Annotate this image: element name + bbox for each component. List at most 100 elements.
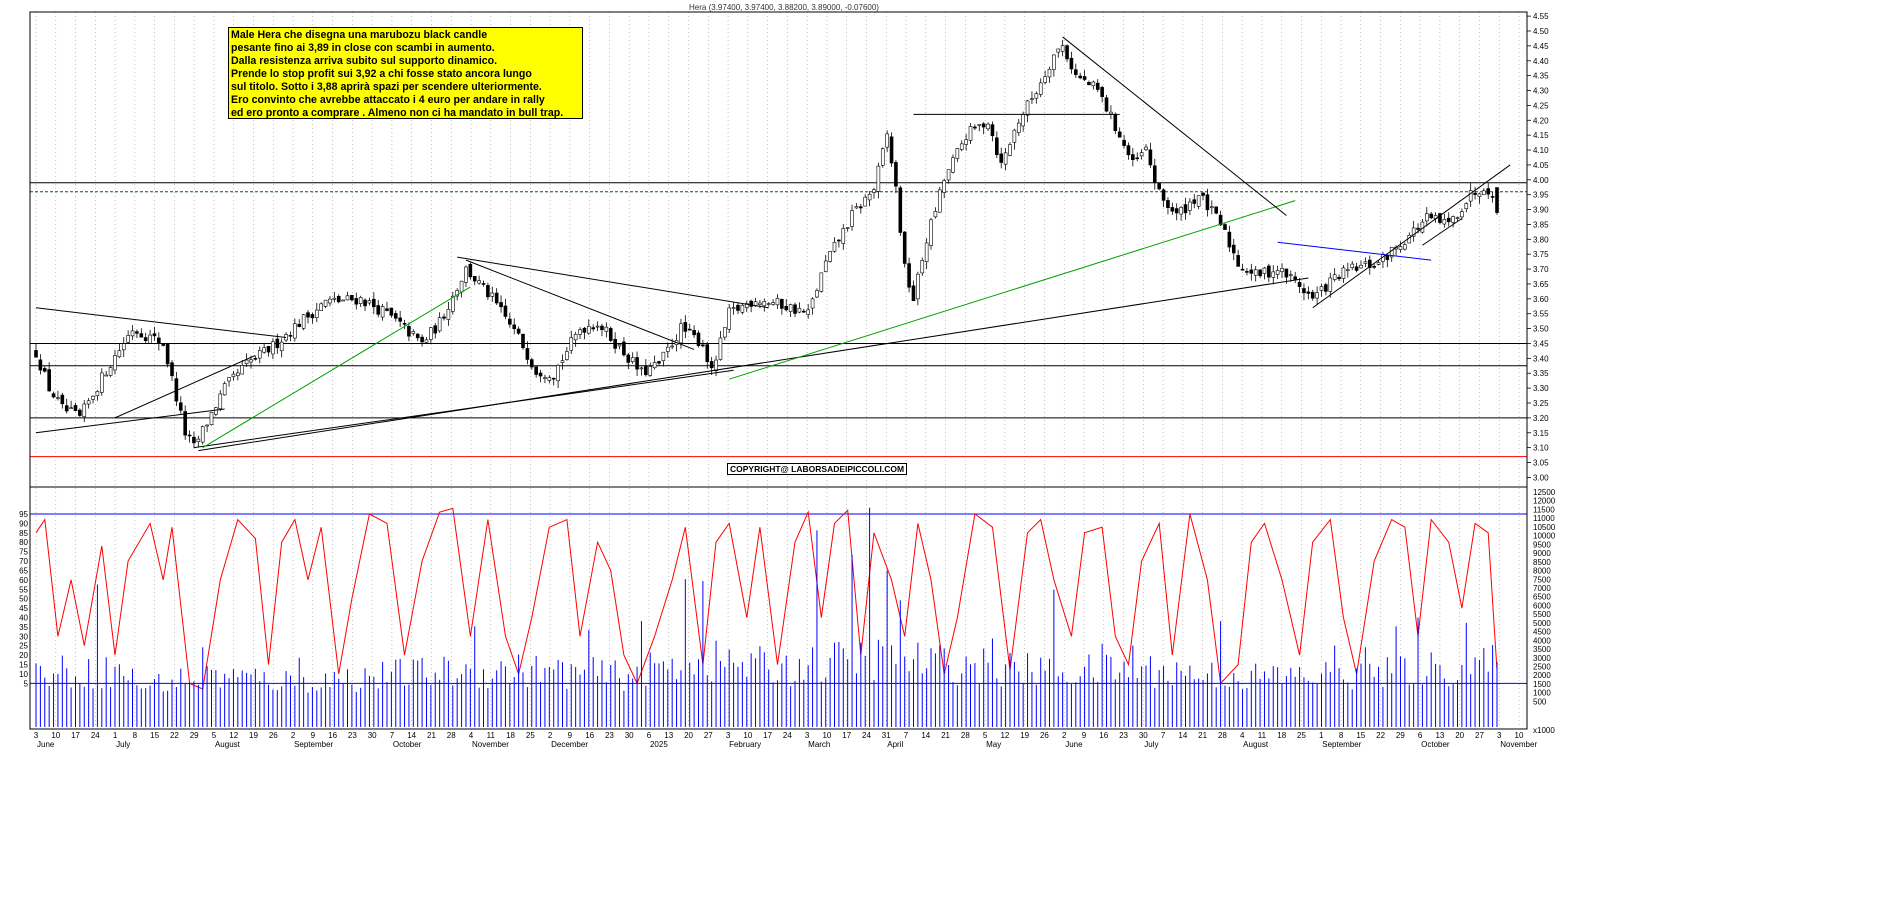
annotation-line: sul titolo. Sotto i 3,88 aprirà spazi pe… (231, 81, 542, 93)
candle-body (679, 323, 683, 344)
candle-body (161, 343, 166, 346)
day-tick-label: 26 (269, 731, 278, 740)
candle-body (1438, 213, 1442, 223)
volume-tick-label: 12000 (1533, 497, 1556, 506)
candle-body (1372, 266, 1376, 268)
annotation-line: pesante fino ai 3,89 in close con scambi… (231, 42, 495, 54)
price-tick-label: 3.75 (1533, 250, 1549, 259)
candle-body (1231, 244, 1236, 254)
candle-body (271, 341, 275, 355)
day-tick-label: 8 (133, 731, 138, 740)
trendline (1277, 241, 1432, 261)
candle-body (1214, 206, 1219, 214)
candle-body (1403, 244, 1407, 250)
price-tick-label: 4.35 (1533, 72, 1549, 81)
candle-body (819, 272, 824, 292)
volume-tick-label: 1000 (1533, 689, 1551, 698)
candle-body (1385, 254, 1390, 261)
day-tick-label: 20 (684, 731, 693, 740)
candle-body (731, 307, 736, 309)
candle-body (135, 331, 139, 334)
candle-body (516, 328, 521, 334)
day-tick-label: 2 (1062, 731, 1067, 740)
candle-body (1249, 269, 1254, 274)
price-tick-label: 3.85 (1533, 220, 1549, 229)
candle-body (187, 434, 192, 437)
chart-header: Hera (3.97400, 3.97400, 3.88200, 3.89000… (689, 3, 879, 12)
candle-body (1047, 68, 1052, 78)
candle-body (113, 355, 117, 371)
candle-body (1152, 165, 1157, 183)
candle-body (622, 341, 626, 356)
candle-body (1464, 203, 1469, 210)
candle-body (828, 250, 832, 262)
volume-tick-label: 6500 (1533, 593, 1551, 602)
candle-body (1302, 288, 1306, 294)
volume-tick-label: 7500 (1533, 575, 1551, 584)
month-label: August (1243, 740, 1269, 749)
candle-body (885, 133, 889, 148)
candle-body (1038, 82, 1043, 95)
candle-body (1122, 139, 1126, 146)
candle-body (1078, 75, 1082, 79)
volume-tick-label: 3500 (1533, 645, 1551, 654)
candle-body (591, 327, 595, 330)
volume-tick-label: 1500 (1533, 680, 1551, 689)
day-tick-label: 12 (1000, 731, 1009, 740)
candle-body (946, 169, 951, 181)
candle-body (1113, 114, 1118, 131)
day-tick-label: 24 (783, 731, 792, 740)
price-tick-label: 4.05 (1533, 161, 1549, 170)
day-tick-label: 21 (1198, 731, 1207, 740)
month-label: October (393, 740, 422, 749)
candle-body (354, 298, 359, 305)
candle-body (955, 148, 960, 159)
candle-body (301, 314, 306, 329)
candle-body (521, 333, 525, 349)
candle-body (209, 412, 214, 425)
candle-body (973, 126, 977, 129)
oscillator-tick-label: 25 (19, 642, 28, 651)
candle-body (701, 344, 705, 347)
candle-body (1297, 281, 1302, 287)
candle-body (617, 344, 622, 347)
price-tick-label: 4.00 (1533, 176, 1549, 185)
candle-body (310, 314, 315, 319)
day-tick-label: 2 (291, 731, 296, 740)
candle-body (288, 335, 293, 337)
candle-body (385, 308, 389, 311)
day-tick-label: 22 (170, 731, 179, 740)
day-tick-label: 10 (1515, 731, 1524, 740)
candle-body (889, 136, 894, 164)
candle-body (503, 305, 508, 317)
candle-body (665, 346, 670, 352)
trendlines (35, 36, 1511, 452)
oscillator-tick-label: 90 (19, 519, 28, 528)
candle-body (1183, 204, 1188, 214)
volume-tick-label: 9000 (1533, 549, 1551, 558)
price-tick-label: 4.40 (1533, 57, 1549, 66)
candle-body (929, 219, 933, 246)
candle-body (859, 206, 863, 209)
candle-body (718, 337, 723, 360)
volume-tick-label: 2000 (1533, 671, 1551, 680)
candle-body (670, 345, 674, 348)
candle-body (635, 357, 639, 370)
candle-body (652, 362, 657, 369)
month-label: May (986, 740, 1001, 749)
candle-body (1425, 213, 1429, 222)
candle-body (1052, 54, 1056, 70)
candle-body (1091, 81, 1096, 87)
price-tick-label: 4.10 (1533, 146, 1549, 155)
volume-tick-label: 6000 (1533, 601, 1551, 610)
day-tick-label: 20 (1455, 731, 1464, 740)
candle-body (1016, 122, 1021, 133)
candle-body (1451, 216, 1455, 223)
volume-tick-label: 4500 (1533, 628, 1551, 637)
candle-body (547, 377, 552, 381)
candle-body (784, 305, 789, 311)
volume-tick-label: 8000 (1533, 567, 1551, 576)
month-label: December (551, 740, 588, 749)
day-tick-label: 6 (647, 731, 652, 740)
day-tick-label: 14 (921, 731, 930, 740)
